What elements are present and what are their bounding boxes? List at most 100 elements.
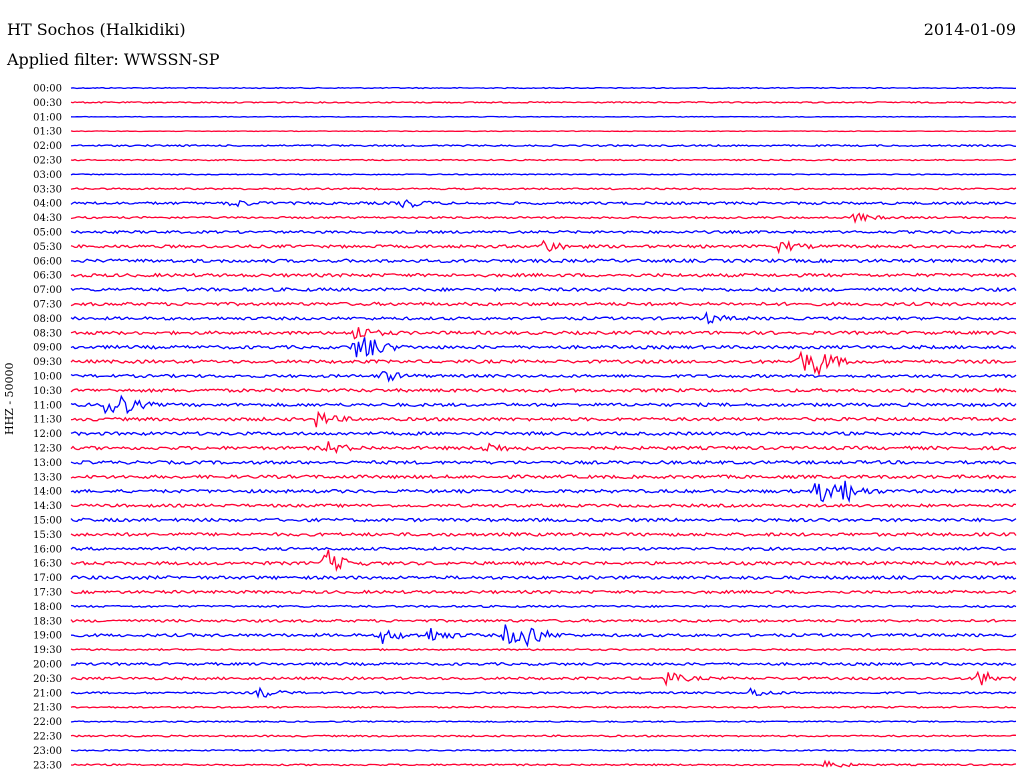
trace-row-0530: [70, 239, 1017, 255]
row-time-label: 13:30: [33, 472, 62, 483]
date-label: 2014-01-09: [923, 20, 1016, 39]
trace-row-1800: [70, 604, 1017, 609]
trace-row-1600: [70, 546, 1017, 552]
row-time-label: 09:00: [33, 343, 62, 354]
trace-row-1400: [70, 480, 1017, 504]
row-time-label: 12:00: [33, 429, 62, 440]
trace-row-0900: [70, 337, 1017, 358]
row-time-label: 08:00: [33, 314, 62, 325]
trace-row-0930: [70, 350, 1017, 377]
row-time-label: 21:00: [33, 688, 62, 699]
row-time-label: 02:00: [33, 141, 62, 152]
trace-row-2000: [70, 661, 1017, 667]
row-time-label: 13:00: [33, 458, 62, 469]
row-time-label: 00:00: [33, 84, 62, 95]
trace-row-1730: [70, 589, 1017, 595]
row-time-label: 00:30: [33, 98, 62, 109]
trace-row-2330: [70, 759, 1017, 768]
trace-row-0600: [70, 258, 1017, 264]
trace-row-0630: [70, 272, 1017, 278]
trace-row-1330: [70, 474, 1017, 480]
row-time-label: 11:00: [33, 400, 62, 411]
trace-row-2030: [70, 670, 1017, 687]
trace-row-0130: [70, 130, 1017, 133]
row-time-label: 01:00: [33, 112, 62, 123]
trace-row-0430: [70, 212, 1017, 225]
row-time-label: 22:00: [33, 717, 62, 728]
trace-row-0100: [70, 115, 1017, 118]
trace-row-0200: [70, 144, 1017, 148]
trace-row-0000: [70, 86, 1017, 90]
row-time-label: 10:30: [33, 386, 62, 397]
trace-row-1130: [70, 410, 1017, 428]
row-time-label: 02:30: [33, 156, 62, 167]
trace-row-1300: [70, 459, 1017, 466]
row-time-label: 14:30: [33, 501, 62, 512]
trace-row-1830: [70, 618, 1017, 623]
trace-row-0800: [70, 310, 1017, 325]
row-time-label: 08:30: [33, 328, 62, 339]
row-time-label: 19:30: [33, 645, 62, 656]
row-time-label: 17:00: [33, 573, 62, 584]
row-time-label: 11:30: [33, 415, 62, 426]
row-time-label: 07:30: [33, 300, 62, 311]
trace-row-1230: [70, 441, 1017, 455]
row-time-label: 15:00: [33, 516, 62, 527]
trace-row-2230: [70, 734, 1017, 738]
row-time-label: 04:00: [33, 199, 62, 210]
trace-row-1000: [70, 371, 1017, 383]
row-time-label: 23:00: [33, 746, 62, 757]
trace-row-2130: [70, 705, 1017, 709]
trace-row-1500: [70, 517, 1017, 523]
trace-row-0300: [70, 173, 1017, 176]
trace-row-1900: [70, 624, 1017, 648]
trace-row-0730: [70, 301, 1016, 307]
row-time-label: 03:30: [33, 184, 62, 195]
row-time-label: 04:30: [33, 213, 62, 224]
row-time-label: 17:30: [33, 588, 62, 599]
row-time-label: 05:00: [33, 228, 62, 239]
row-time-label: 10:00: [33, 372, 62, 383]
trace-row-1100: [70, 394, 1017, 415]
row-time-label: 01:30: [33, 127, 62, 138]
row-time-label: 05:30: [33, 242, 62, 253]
row-time-label: 07:00: [33, 285, 62, 296]
filter-label: Applied filter: WWSSN-SP: [7, 50, 220, 69]
trace-row-0830: [70, 327, 1017, 340]
trace-row-2200: [70, 720, 1017, 723]
row-time-label: 16:30: [33, 559, 62, 570]
trace-row-1530: [70, 531, 1017, 537]
row-time-label: 19:00: [33, 631, 62, 642]
row-time-label: 12:30: [33, 444, 62, 455]
trace-row-0700: [70, 286, 1017, 293]
row-time-label: 18:30: [33, 616, 62, 627]
trace-row-1630: [70, 549, 1017, 573]
trace-row-1930: [70, 647, 1017, 652]
trace-row-0230: [70, 158, 1017, 162]
trace-row-2300: [70, 749, 1017, 752]
trace-row-0330: [70, 187, 1017, 191]
trace-row-0030: [70, 101, 1017, 104]
row-time-label: 18:00: [33, 602, 62, 613]
row-time-label: 22:30: [33, 732, 62, 743]
trace-row-0400: [70, 199, 1017, 209]
row-time-label: 14:00: [33, 487, 62, 498]
trace-row-0500: [70, 229, 1017, 235]
trace-row-1200: [70, 431, 1017, 437]
row-time-label: 03:00: [33, 170, 62, 181]
row-time-label: 20:00: [33, 660, 62, 671]
trace-row-2100: [70, 686, 1017, 699]
row-time-label: 06:30: [33, 271, 62, 282]
row-time-label: 16:00: [33, 544, 62, 555]
trace-row-1430: [70, 503, 1017, 509]
row-time-label: 06:00: [33, 256, 62, 267]
trace-row-1030: [70, 387, 1017, 394]
row-time-label: 21:30: [33, 703, 62, 714]
station-title: HT Sochos (Halkidiki): [7, 20, 186, 39]
row-time-label: 23:30: [33, 760, 62, 771]
row-time-label: 20:30: [33, 674, 62, 685]
row-time-label: 15:30: [33, 530, 62, 541]
row-time-label: 09:30: [33, 357, 62, 368]
trace-row-1700: [70, 574, 1017, 581]
